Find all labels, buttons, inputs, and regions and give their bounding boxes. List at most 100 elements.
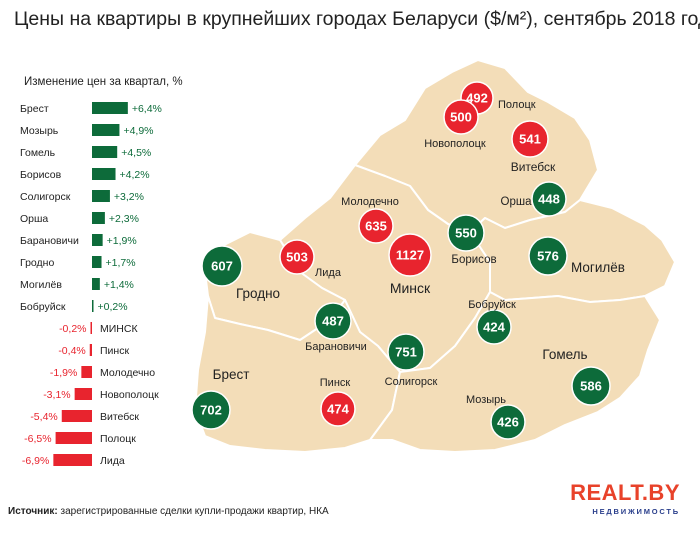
city-marker-14: 702 Брест: [191, 367, 250, 430]
bar-value-label: -0,4%: [58, 345, 85, 357]
city-price-circle: [443, 99, 479, 135]
city-price-circle: [358, 208, 394, 244]
bar-value-label: +6,4%: [132, 103, 162, 115]
bar-4: [92, 190, 110, 202]
city-marker-12: 751 Солигорск: [385, 333, 438, 388]
city-price-value: 635: [365, 219, 387, 234]
city-price-circle: [531, 181, 567, 217]
city-name-label: Борисов: [451, 254, 496, 266]
city-price-value: 503: [286, 250, 308, 265]
bar-value-label: +4,2%: [120, 169, 150, 181]
city-price-circle: [476, 309, 512, 345]
bar-0: [92, 102, 128, 114]
city-marker-4: 635 Молодечно: [341, 196, 399, 244]
bar-9: [92, 300, 94, 312]
bar-category-label: Барановичи: [20, 235, 79, 247]
bar-value-label: +1,9%: [107, 235, 137, 247]
bar-category-label: Полоцк: [100, 433, 136, 445]
bar-value-label: +1,4%: [104, 279, 134, 291]
city-price-circle: [447, 214, 485, 252]
city-price-value: 474: [327, 402, 349, 417]
city-marker-5: 1127 Минск: [388, 233, 432, 296]
bar-category-label: Борисов: [20, 169, 62, 181]
bar-category-label: Новополоцк: [100, 389, 159, 401]
bar-category-label: Лида: [100, 455, 125, 467]
city-price-circle: [511, 120, 549, 158]
bar-category-label: МИНСК: [100, 323, 138, 335]
city-marker-11: 424 Бобруйск: [468, 299, 516, 345]
bar-value-label: -0,2%: [59, 323, 86, 335]
bar-value-label: -1,9%: [50, 367, 77, 379]
realt-logo: REALT.BY НЕДВИЖИМОСТЬ: [570, 480, 686, 520]
city-marker-2: 541 Витебск: [511, 120, 556, 174]
city-marker-16: 586 Гомель: [542, 347, 611, 406]
bar-2: [92, 146, 118, 158]
city-marker-13: 474 Пинск: [320, 377, 356, 427]
bar-13: [74, 388, 92, 400]
city-price-circle: [191, 390, 231, 430]
city-name-label: Брест: [213, 367, 250, 382]
city-name-label: Гомель: [542, 347, 587, 362]
city-name-label: Молодечно: [341, 196, 399, 208]
city-price-value: 448: [538, 192, 560, 207]
city-price-value: 424: [483, 320, 505, 335]
bar-14: [61, 410, 92, 422]
page-title: Цены на квартиры в крупнейших городах Бе…: [14, 8, 700, 30]
bar-value-label: +3,2%: [114, 191, 144, 203]
city-price-circle: [314, 302, 352, 340]
city-price-circle: [490, 404, 526, 440]
source-label: Источник:: [8, 506, 58, 517]
city-marker-15: 426 Мозырь: [466, 394, 526, 440]
city-price-value: 702: [200, 403, 222, 418]
city-price-value: 586: [580, 379, 602, 394]
city-marker-9: 503 Лида: [279, 239, 342, 279]
city-name-label: Орша: [501, 196, 533, 208]
city-price-value: 492: [466, 91, 488, 106]
city-price-circle: [571, 366, 611, 406]
bar-1: [92, 124, 120, 136]
city-name-label: Солигорск: [385, 376, 438, 388]
bar-category-label: Гродно: [20, 257, 54, 269]
bar-category-label: Могилёв: [20, 279, 62, 291]
bar-category-label: Бобруйск: [20, 301, 66, 313]
bar-category-label: Брест: [20, 103, 49, 115]
city-price-value: 576: [537, 249, 559, 264]
city-price-circle: [201, 245, 243, 287]
bar-value-label: +4,9%: [123, 125, 153, 137]
city-name-label: Витебск: [511, 160, 556, 174]
city-marker-1: 500 Новополоцк: [424, 99, 486, 150]
city-name-label: Минск: [390, 280, 431, 296]
city-price-circle: [279, 239, 315, 275]
bar-value-label: +0,2%: [98, 301, 128, 313]
bar-value-label: +4,5%: [121, 147, 151, 159]
city-price-value: 426: [497, 415, 519, 430]
bar-value-label: -6,5%: [24, 433, 51, 445]
bar-10: [90, 322, 92, 334]
logo-main-text: REALT.BY: [570, 480, 680, 505]
city-name-label: Полоцк: [498, 99, 536, 111]
city-price-value: 487: [322, 314, 344, 329]
city-price-value: 541: [519, 132, 541, 147]
bar-value-label: -5,4%: [30, 411, 57, 423]
city-name-label: Гродно: [236, 286, 280, 301]
bar-value-label: +1,7%: [106, 257, 136, 269]
bar-category-label: Пинск: [100, 345, 129, 357]
chart-title: Изменение цен за квартал, %: [24, 76, 183, 88]
bar-category-label: Солигорск: [20, 191, 71, 203]
city-price-value: 751: [395, 345, 417, 360]
city-price-value: 1127: [396, 248, 424, 263]
city-name-label: Могилёв: [571, 260, 625, 275]
logo-sub-text: НЕДВИЖИМОСТЬ: [592, 507, 680, 516]
city-price-circle: [388, 233, 432, 277]
bar-11: [89, 344, 92, 356]
bar-category-label: Мозырь: [20, 125, 59, 137]
bar-6: [92, 234, 103, 246]
bar-value-label: -3,1%: [43, 389, 70, 401]
bar-7: [92, 256, 102, 268]
bar-category-label: Молодечно: [100, 367, 155, 379]
city-markers: 492 Полоцк 500 Новополоцк 541 Витебск 448 Орша 6…: [191, 81, 625, 440]
city-price-circle: [387, 333, 425, 371]
city-name-label: Пинск: [320, 377, 351, 389]
